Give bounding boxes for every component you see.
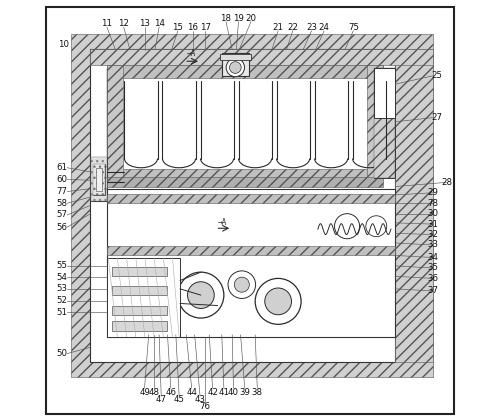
- Text: 12: 12: [118, 19, 129, 28]
- Circle shape: [334, 214, 359, 239]
- Circle shape: [255, 278, 301, 324]
- Text: 75: 75: [347, 23, 358, 32]
- Text: 76: 76: [199, 402, 210, 411]
- Circle shape: [365, 216, 386, 237]
- Bar: [107, 194, 394, 203]
- Text: 40: 40: [227, 388, 238, 397]
- Bar: [96, 168, 102, 191]
- Bar: [112, 286, 166, 295]
- Text: 33: 33: [426, 241, 437, 249]
- Text: 49: 49: [139, 388, 150, 397]
- Text: 22: 22: [287, 23, 298, 32]
- Circle shape: [177, 272, 223, 318]
- Text: 57: 57: [57, 210, 68, 220]
- Text: 13: 13: [139, 19, 150, 28]
- Text: 36: 36: [426, 274, 437, 283]
- Circle shape: [226, 58, 244, 77]
- Text: 18: 18: [220, 14, 231, 23]
- Bar: [91, 157, 107, 201]
- Text: 23: 23: [306, 23, 317, 32]
- Text: 27: 27: [430, 113, 441, 122]
- Bar: [71, 34, 432, 377]
- Text: 41: 41: [218, 388, 229, 397]
- Circle shape: [264, 288, 291, 315]
- Circle shape: [234, 277, 249, 292]
- Bar: [107, 67, 382, 178]
- Bar: [107, 177, 382, 186]
- Text: 11: 11: [101, 19, 112, 28]
- Text: 51: 51: [57, 308, 68, 317]
- Text: 30: 30: [426, 209, 437, 218]
- Text: 19: 19: [232, 14, 243, 23]
- Text: →A: →A: [217, 218, 226, 228]
- Text: 46: 46: [165, 388, 176, 397]
- Text: 43: 43: [194, 395, 205, 404]
- Text: 78: 78: [426, 199, 437, 208]
- Text: 35: 35: [426, 264, 437, 272]
- Text: 21: 21: [272, 23, 283, 32]
- Text: 29: 29: [426, 188, 437, 197]
- Text: 38: 38: [252, 388, 262, 397]
- Text: 47: 47: [155, 395, 166, 404]
- Text: 16: 16: [187, 23, 197, 32]
- Bar: [373, 67, 394, 178]
- Text: 44: 44: [186, 388, 197, 397]
- Bar: [373, 67, 394, 178]
- Bar: [93, 163, 105, 195]
- Bar: [107, 258, 180, 337]
- Circle shape: [227, 271, 255, 298]
- Bar: [221, 53, 248, 76]
- Text: 25: 25: [430, 71, 441, 80]
- Bar: [112, 321, 166, 331]
- Bar: [91, 157, 107, 201]
- Bar: [366, 65, 382, 178]
- Bar: [394, 49, 432, 362]
- Bar: [90, 49, 432, 65]
- Bar: [107, 189, 394, 337]
- Bar: [90, 49, 394, 362]
- Text: 28: 28: [440, 178, 451, 187]
- Text: 56: 56: [57, 222, 68, 232]
- Text: 10: 10: [58, 40, 69, 49]
- Bar: [107, 246, 394, 256]
- Text: 58: 58: [57, 199, 68, 208]
- Circle shape: [229, 62, 240, 73]
- Bar: [112, 305, 166, 315]
- Text: 48: 48: [148, 388, 159, 397]
- Text: 24: 24: [318, 23, 329, 32]
- Text: 14: 14: [153, 19, 164, 28]
- Text: 31: 31: [426, 220, 437, 229]
- Bar: [219, 54, 250, 60]
- Text: 60: 60: [57, 175, 68, 184]
- Bar: [93, 163, 105, 195]
- Text: 20: 20: [245, 14, 256, 23]
- Text: 37: 37: [426, 287, 437, 295]
- Bar: [373, 67, 394, 118]
- Text: 15: 15: [172, 23, 183, 32]
- Bar: [107, 65, 382, 78]
- Bar: [112, 267, 166, 276]
- Text: 34: 34: [426, 253, 437, 262]
- Text: 32: 32: [426, 230, 437, 239]
- Text: 52: 52: [57, 296, 68, 305]
- Text: 77: 77: [57, 187, 68, 196]
- Text: 55: 55: [57, 261, 68, 270]
- Text: 42: 42: [207, 388, 217, 397]
- Text: 17: 17: [199, 23, 210, 32]
- Text: 54: 54: [57, 273, 68, 282]
- Text: →A: →A: [186, 49, 195, 58]
- Text: 45: 45: [173, 395, 184, 404]
- Bar: [107, 65, 123, 178]
- Text: 53: 53: [57, 285, 68, 293]
- Text: 50: 50: [57, 349, 68, 358]
- Text: 39: 39: [239, 388, 249, 397]
- Text: 61: 61: [57, 163, 68, 172]
- Bar: [107, 169, 382, 178]
- Circle shape: [187, 282, 214, 308]
